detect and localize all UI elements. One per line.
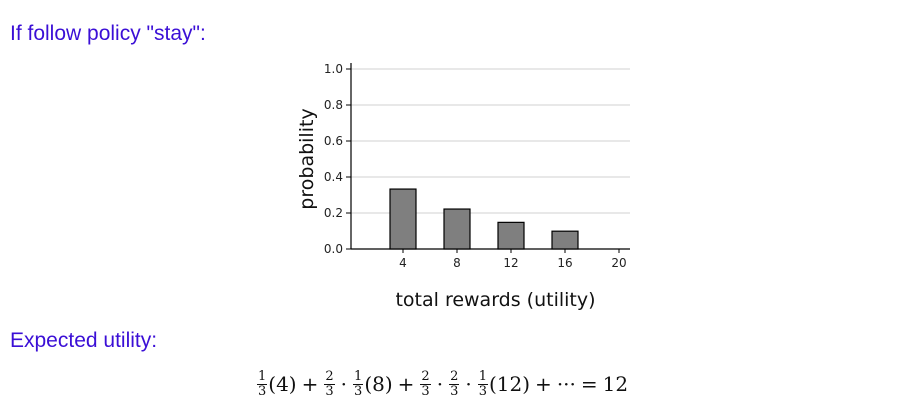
fraction-denominator: 3: [421, 383, 430, 399]
fraction-denominator: 3: [258, 383, 267, 399]
y-tick-label: 0.4: [324, 170, 343, 184]
formula-op: +: [535, 372, 552, 396]
expected-utility-formula: 1 3 (4) +2 3 · 1 3 (8) +2 3 · 2 3 · 1 3 (12) + ··· = 12: [256, 369, 628, 399]
fraction-numerator: 1: [257, 368, 268, 385]
formula-dot: ·: [436, 372, 444, 396]
formula-op: +: [397, 372, 415, 396]
x-tick-label: 16: [557, 256, 572, 270]
y-tick-label: 0.2: [324, 206, 343, 220]
x-axis-title: total rewards (utility): [395, 289, 595, 311]
bar-8: [443, 208, 471, 250]
fraction-numerator: 1: [353, 368, 364, 385]
bar-4: [389, 188, 417, 250]
expected-utility-heading: Expected utility:: [10, 329, 158, 352]
formula-dot: ·: [340, 372, 348, 396]
fraction-numerator: 2: [324, 368, 335, 385]
bar-12: [497, 221, 525, 250]
y-axis-title: probability: [296, 108, 318, 209]
formula-op: =: [580, 372, 598, 396]
formula-text: 12: [602, 372, 629, 396]
x-tick-label: 20: [611, 256, 626, 270]
fraction-numerator: 1: [477, 368, 488, 385]
formula-text: (4): [268, 372, 297, 396]
fraction-denominator: 3: [325, 383, 334, 399]
y-tick-label: 1.0: [324, 62, 343, 76]
fraction-numerator: 2: [449, 368, 460, 385]
y-tick-label: 0.0: [324, 242, 343, 256]
x-tick-label: 8: [453, 256, 461, 270]
policy-heading: If follow policy "stay":: [10, 22, 206, 45]
formula-dot: ·: [465, 372, 472, 396]
y-tick-label: 0.8: [324, 98, 343, 112]
fraction-denominator: 3: [478, 383, 487, 399]
formula-text: ···: [556, 372, 576, 396]
formula-text: (12): [488, 372, 531, 396]
x-tick-label: 12: [503, 256, 518, 270]
fraction-denominator: 3: [450, 383, 459, 399]
bar-16: [551, 230, 579, 250]
x-tick-label: 4: [399, 256, 407, 270]
formula-text: (8): [364, 372, 393, 396]
fraction-numerator: 2: [420, 368, 431, 385]
fraction-denominator: 3: [354, 383, 363, 399]
y-tick-label: 0.6: [324, 134, 343, 148]
formula-op: +: [301, 372, 319, 396]
probability-bar-chart: 0.0 0.2 0.4 0.6 0.8 1.0 4 8 12 16 20 total rewards …: [296, 62, 630, 311]
